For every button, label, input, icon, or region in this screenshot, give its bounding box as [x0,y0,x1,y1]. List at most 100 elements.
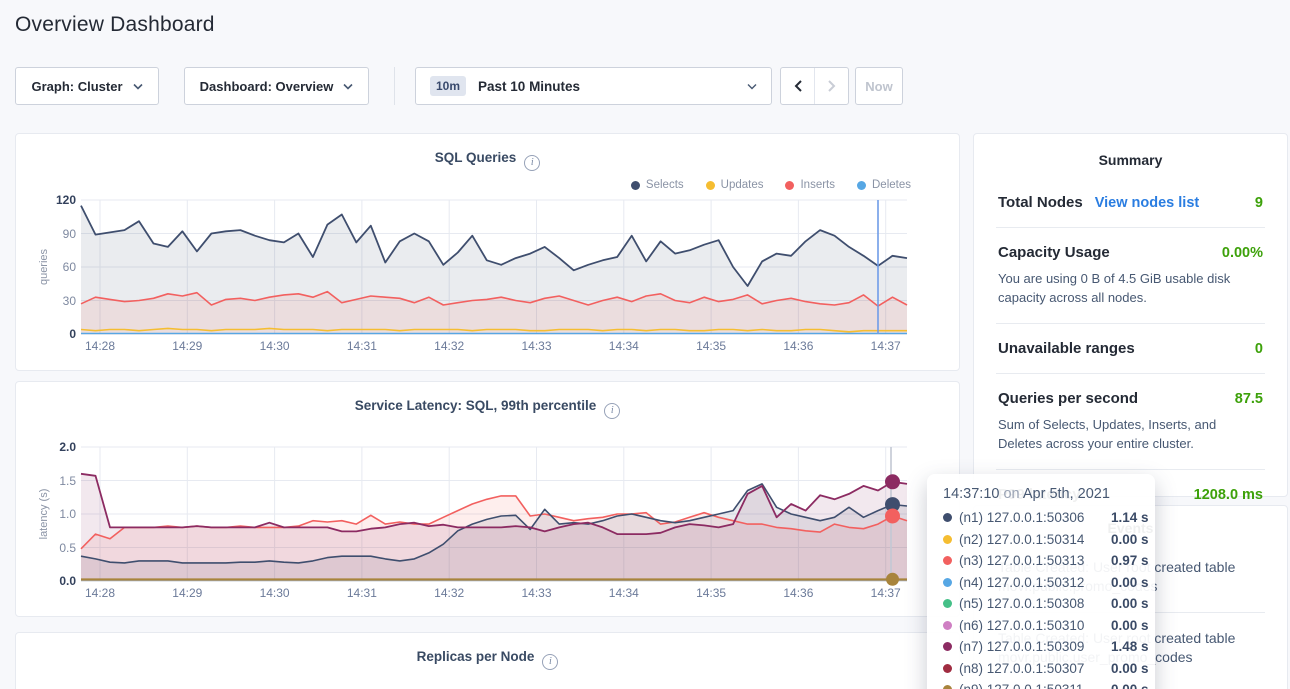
node-color-dot-icon [943,535,952,544]
x-axis-tick: 14:28 [70,339,130,353]
chevron-down-icon [343,83,353,90]
summary-value: 1208.0 ms [1194,487,1263,503]
y-axis-tick: 2.0 [32,440,76,454]
node-color-dot-icon [943,621,952,630]
node-color-dot-icon [943,599,952,608]
overview-dashboard-page: Overview Dashboard Graph: Cluster Dashbo… [0,0,1290,689]
page-title: Overview Dashboard [15,13,215,37]
node-address: (n4) 127.0.0.1:50312 [959,575,1111,590]
summary-label: Capacity Usage [998,244,1110,261]
node-color-dot-icon [943,642,952,651]
tooltip-node-row: (n7) 127.0.0.1:503091.48 s [943,636,1139,658]
y-axis-tick: 0.5 [32,541,76,555]
node-address: (n2) 127.0.0.1:50314 [959,532,1111,547]
summary-row: Unavailable ranges 0 [998,340,1263,357]
y-axis-tick: 120 [32,193,76,207]
tooltip-node-row: (n8) 127.0.0.1:503070.00 s [943,658,1139,680]
now-button-label: Now [865,79,892,94]
time-range-label: Past 10 Minutes [478,79,735,94]
summary-description: Sum of Selects, Updates, Inserts, and De… [998,415,1263,453]
node-color-dot-icon [943,513,952,522]
now-button[interactable]: Now [855,67,903,105]
chevron-down-icon [133,83,143,90]
summary-value: 87.5 [1235,391,1263,407]
tooltip-node-row: (n5) 127.0.0.1:503080.00 s [943,593,1139,615]
x-axis-tick: 14:35 [681,339,741,353]
x-axis-tick: 14:30 [245,339,305,353]
prev-time-button[interactable] [781,68,814,104]
x-axis-tick: 14:31 [332,339,392,353]
summary-value: 0 [1255,341,1263,357]
hover-dot [885,509,900,524]
y-axis-tick: 30 [32,294,76,308]
divider [996,469,1265,470]
summary-row: Queries per second 87.5 [998,390,1263,407]
x-axis-tick: 14:37 [856,586,916,600]
node-address: (n3) 127.0.0.1:50313 [959,553,1111,568]
y-axis-tick: 90 [32,227,76,241]
node-latency-value: 1.14 s [1111,510,1149,525]
tooltip-node-row: (n1) 127.0.0.1:503061.14 s [943,507,1139,529]
node-latency-value: 0.00 s [1111,618,1149,633]
x-axis-tick: 14:30 [245,586,305,600]
sql-queries-plot[interactable] [16,134,961,372]
node-color-dot-icon [943,556,952,565]
y-axis-tick: 60 [32,260,76,274]
x-axis-tick: 14:36 [768,339,828,353]
node-address: (n9) 127.0.0.1:50311 [959,682,1111,689]
tooltip-node-row: (n4) 127.0.0.1:503120.00 s [943,572,1139,594]
info-icon[interactable]: i [542,654,558,670]
summary-description: You are using 0 B of 4.5 GiB usable disk… [998,269,1263,307]
summary-value: 9 [1255,195,1263,211]
x-axis-tick: 14:29 [157,586,217,600]
x-axis-tick: 14:34 [594,339,654,353]
node-latency-value: 1.48 s [1111,639,1149,654]
replicas-per-node-chart-card[interactable]: Replicas per Nodei [15,632,960,689]
summary-label: Unavailable ranges [998,340,1135,357]
x-axis-tick: 14:32 [419,586,479,600]
next-time-button[interactable] [814,68,848,104]
node-latency-value: 0.97 s [1111,553,1149,568]
node-address: (n7) 127.0.0.1:50309 [959,639,1111,654]
view-nodes-list-link[interactable]: View nodes list [1095,195,1255,211]
node-color-dot-icon [943,664,952,673]
node-address: (n5) 127.0.0.1:50308 [959,596,1111,611]
node-address: (n6) 127.0.0.1:50310 [959,618,1111,633]
divider [996,323,1265,324]
chevron-right-icon [827,79,837,93]
sql-queries-chart-card[interactable]: SQL Queriesi SelectsUpdatesInsertsDelete… [15,133,960,371]
chart-hover-tooltip: 14:37:10 on Apr 5th, 2021 (n1) 127.0.0.1… [927,474,1155,689]
node-latency-value: 0.00 s [1111,596,1149,611]
tooltip-node-row: (n3) 127.0.0.1:503130.97 s [943,550,1139,572]
node-latency-value: 0.00 s [1111,682,1149,689]
tooltip-node-row: (n6) 127.0.0.1:503100.00 s [943,615,1139,637]
summary-panel: Summary Total Nodes View nodes list9 Capac… [973,133,1288,497]
summary-row: Capacity Usage0.00% [998,244,1263,261]
time-range-badge: 10m [430,76,466,96]
node-color-dot-icon [943,685,952,689]
summary-title: Summary [998,152,1263,168]
controls-divider [394,67,395,105]
dashboard-dropdown[interactable]: Dashboard: Overview [184,67,369,105]
tooltip-node-row: (n2) 127.0.0.1:503140.00 s [943,529,1139,551]
summary-label: Total Nodes [998,194,1083,211]
x-axis-tick: 14:33 [507,339,567,353]
time-range-selector[interactable]: 10m Past 10 Minutes [415,67,772,105]
tooltip-timestamp: 14:37:10 on Apr 5th, 2021 [943,486,1139,502]
chevron-left-icon [793,79,803,93]
y-axis-tick: 1.5 [32,474,76,488]
x-axis-tick: 14:33 [507,586,567,600]
x-axis-tick: 14:37 [856,339,916,353]
graph-dropdown[interactable]: Graph: Cluster [15,67,159,105]
summary-row: Total Nodes View nodes list9 [998,194,1263,211]
node-latency-value: 0.00 s [1111,575,1149,590]
dashboard-dropdown-label: Dashboard: Overview [200,79,334,94]
x-axis-tick: 14:28 [70,586,130,600]
tooltip-node-row: (n9) 127.0.0.1:503110.00 s [943,679,1139,689]
chevron-down-icon [747,83,757,90]
service-latency-chart-card[interactable]: Service Latency: SQL, 99th percentilei l… [15,381,960,617]
x-axis-tick: 14:32 [419,339,479,353]
hover-dot [886,573,899,586]
summary-label: Queries per second [998,390,1138,407]
service-latency-plot[interactable] [16,382,961,618]
